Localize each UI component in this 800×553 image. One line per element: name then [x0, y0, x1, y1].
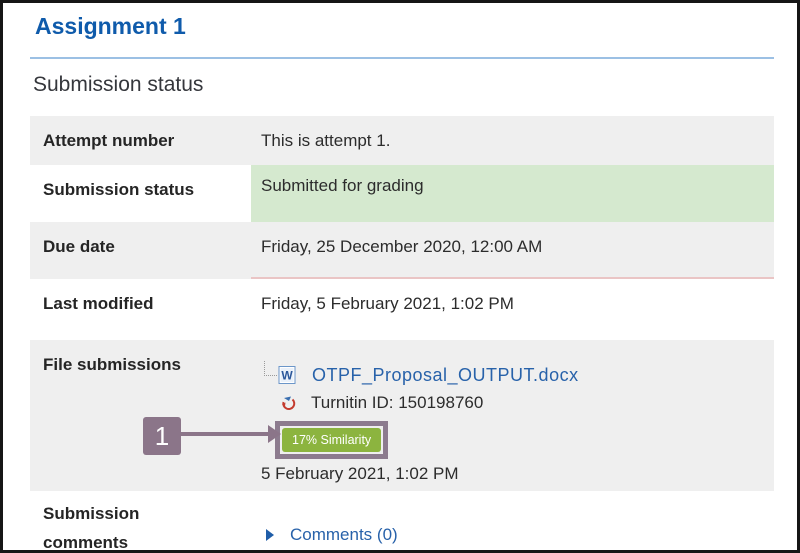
- comments-toggle-link[interactable]: Comments (0): [290, 525, 398, 544]
- chevron-right-icon[interactable]: [266, 529, 274, 541]
- file-date: 5 February 2021, 1:02 PM: [261, 464, 459, 483]
- svg-text:W: W: [281, 369, 293, 383]
- submission-status-label: Submission status: [43, 180, 195, 199]
- file-submissions-label: File submissions: [43, 355, 181, 374]
- similarity-row: 17% Similarity: [261, 413, 774, 459]
- tree-connector-icon: [264, 360, 277, 376]
- submission-status-value: Submitted for grading: [251, 165, 774, 222]
- attempt-number-label: Attempt number: [43, 131, 175, 150]
- table-row-submission-status: Submission status Submitted for grading: [30, 165, 774, 222]
- callout-number-badge: 1: [143, 417, 181, 455]
- file-row: W OTPF_Proposal_OUTPUT.docx: [261, 360, 774, 385]
- word-icon: W: [278, 366, 296, 384]
- table-row-submission-comments: Submission comments Comments (0): [30, 491, 774, 552]
- submission-comments-value: Comments (0): [251, 491, 774, 550]
- page-title: Assignment 1: [35, 13, 186, 39]
- callout-arrow-line: [180, 432, 269, 436]
- table-row-attempt-number: Attempt number This is attempt 1.: [30, 116, 774, 165]
- turnitin-row: Turnitin ID: 150198760: [280, 393, 774, 413]
- callout-arrowhead-icon: [268, 425, 281, 443]
- file-submissions-value: W OTPF_Proposal_OUTPUT.docx: [251, 340, 774, 491]
- last-modified-value: Friday, 5 February 2021, 1:02 PM: [261, 294, 514, 313]
- submission-status-table: Attempt number This is attempt 1. Submis…: [30, 116, 774, 552]
- title-divider: [30, 57, 774, 59]
- similarity-badge[interactable]: 17% Similarity: [282, 428, 382, 452]
- submission-comments-label: Submission comments: [43, 504, 140, 552]
- turnitin-id-text: Turnitin ID: 150198760: [311, 393, 484, 412]
- annotation-highlight-box: 17% Similarity: [275, 421, 389, 459]
- table-row-last-modified: Last modified Friday, 5 February 2021, 1…: [30, 279, 774, 340]
- last-modified-label: Last modified: [43, 294, 154, 313]
- due-date-value: Friday, 25 December 2020, 12:00 AM: [251, 222, 774, 279]
- submission-status-heading: Submission status: [33, 73, 204, 96]
- file-block: W OTPF_Proposal_OUTPUT.docx: [251, 340, 774, 484]
- turnitin-icon: [280, 395, 297, 412]
- table-row-file-submissions: File submissions W OTPF_Proposal_OUTPUT.…: [30, 340, 774, 491]
- due-date-label: Due date: [43, 237, 115, 256]
- submitted-file-link[interactable]: OTPF_Proposal_OUTPUT.docx: [312, 364, 579, 385]
- attempt-number-value: This is attempt 1.: [261, 131, 391, 150]
- table-row-due-date: Due date Friday, 25 December 2020, 12:00…: [30, 222, 774, 279]
